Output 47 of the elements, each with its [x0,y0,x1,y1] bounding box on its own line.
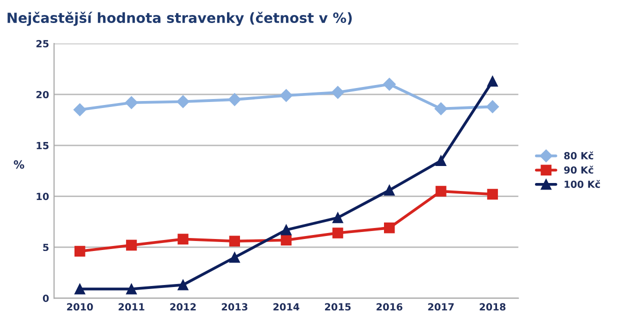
point [487,76,498,87]
legend-label: 100 Kč [564,180,600,188]
y-axis-title: % [14,160,24,169]
point [176,95,190,108]
point [384,222,395,234]
point [332,228,344,238]
point [384,184,395,196]
point [486,100,499,114]
point [126,284,137,294]
x-tick-label: 2012 [170,303,196,311]
x-tick-label: 2011 [118,303,144,311]
point [125,96,138,110]
x-tick-label: 2018 [480,303,506,311]
y-tick-label: 15 [36,142,49,150]
x-tick-label: 2013 [222,303,248,311]
y-tick-label: 10 [36,192,49,200]
point [487,188,498,200]
point [73,103,86,116]
point [280,89,293,102]
point [228,93,242,106]
y-tick-label: 0 [42,294,49,302]
x-tick-label: 2017 [428,303,454,311]
point [229,252,240,263]
point [382,78,396,91]
y-tick-label: 20 [36,90,49,98]
x-tick-label: 2014 [273,303,300,311]
point [280,224,292,236]
y-tick-label: 25 [36,40,49,48]
legend-label: 90 Kč [564,166,594,174]
point [74,246,86,257]
point [178,280,188,290]
point [178,234,188,244]
point [436,155,446,166]
x-tick-label: 2016 [376,303,402,311]
point [331,86,344,99]
point [436,186,446,197]
point [332,212,344,224]
point [434,102,448,116]
x-tick-label: 2010 [67,303,93,311]
chart-title: Nejčastější hodnota stravenky (četnost v %) [8,12,352,26]
point [74,284,86,294]
point [126,240,137,251]
point [280,234,292,246]
y-tick-label: 5 [43,244,49,252]
point [229,236,240,246]
x-tick-label: 2015 [325,303,351,311]
legend-label: 80 Kč [564,151,594,160]
